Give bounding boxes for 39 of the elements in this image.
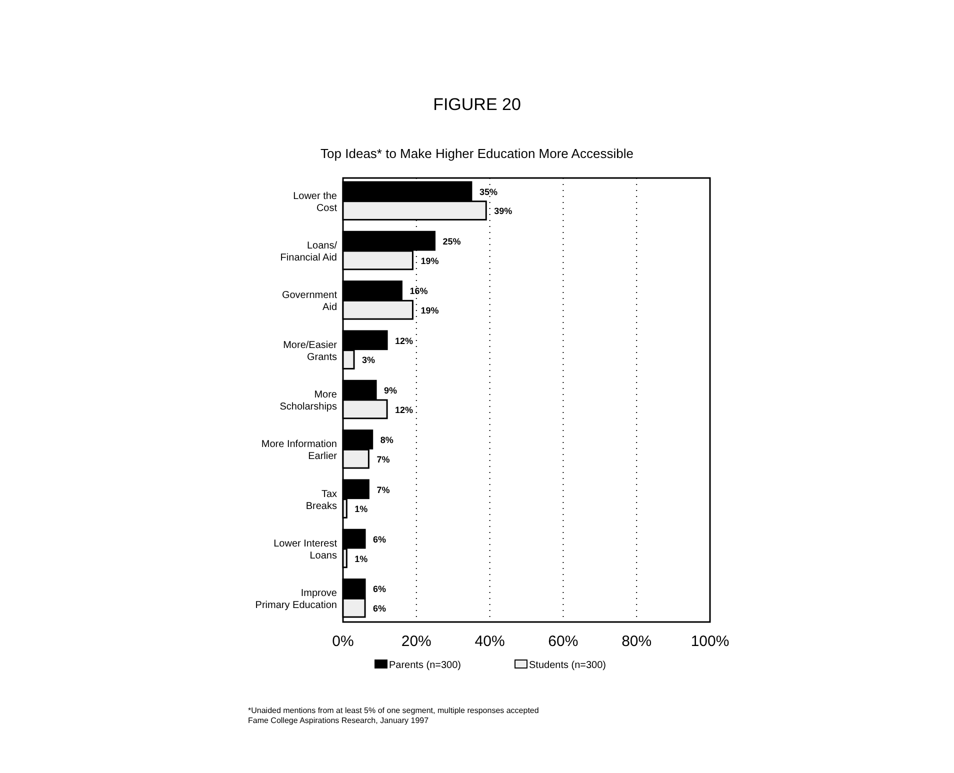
x-tick-label: 20% bbox=[401, 633, 432, 650]
y-tick-label: More Scholarships bbox=[280, 390, 338, 412]
data-label: 25% bbox=[442, 236, 461, 246]
data-label: 19% bbox=[420, 256, 439, 266]
text: Fame College Aspirations Research, January 1997 bbox=[248, 716, 430, 725]
text: *Unaided mentions from at least 5% of one segment, multiple responses accepted bbox=[248, 706, 539, 715]
legend-label: Parents (n=300) bbox=[389, 660, 461, 671]
data-label: 6% bbox=[373, 603, 386, 614]
data-label: 3% bbox=[362, 355, 376, 366]
y-tick-label: Lower the Cost bbox=[293, 190, 338, 214]
x-tick-label: 80% bbox=[622, 633, 652, 650]
data-label: 16% bbox=[410, 286, 428, 296]
y-tick-label: Loans/ Financial Aid bbox=[280, 240, 338, 264]
y-tick-label: More Information Earlier bbox=[261, 439, 338, 462]
x-tick-label: 0% bbox=[332, 633, 354, 650]
data-label: 7% bbox=[376, 454, 390, 464]
y-tick-label: Government Aid bbox=[282, 290, 338, 314]
chart-subtitle: Top Ideas* to Make Higher Education More Accessible bbox=[320, 146, 634, 161]
chart-title: FIGURE 20 bbox=[433, 95, 521, 114]
data-label: 39% bbox=[494, 206, 512, 216]
data-label: 1% bbox=[354, 504, 368, 514]
legend-label: Students (n=300) bbox=[529, 660, 606, 671]
x-tick-label: 40% bbox=[474, 633, 505, 650]
data-label: 12% bbox=[395, 404, 414, 415]
y-tick-label: Tax Breaks bbox=[306, 488, 337, 512]
data-label: 9% bbox=[384, 385, 398, 396]
data-label: 1% bbox=[354, 554, 368, 564]
data-label: 12% bbox=[395, 336, 414, 346]
data-label: 6% bbox=[373, 584, 386, 594]
data-label: 19% bbox=[420, 306, 439, 316]
data-label: 8% bbox=[380, 435, 394, 446]
y-tick-label: Improve Primary Education bbox=[255, 588, 338, 612]
data-label: 7% bbox=[376, 484, 390, 495]
x-tick-label: 100% bbox=[690, 633, 730, 650]
y-tick-label: Lower Interest Loans bbox=[274, 538, 338, 562]
data-label: 6% bbox=[373, 534, 386, 544]
x-tick-label: 60% bbox=[548, 633, 578, 650]
data-label: 35% bbox=[479, 186, 498, 197]
y-tick-label: More/Easier Grants bbox=[283, 340, 338, 363]
